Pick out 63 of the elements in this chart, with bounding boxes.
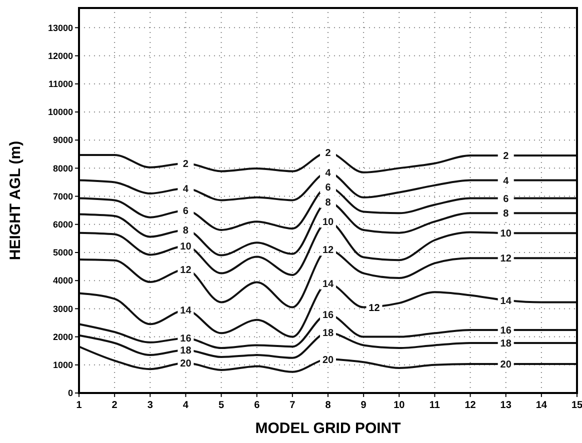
x-tick-label: 5 [218, 400, 225, 411]
line-series [78, 346, 578, 373]
text: 8 [503, 208, 509, 220]
series-label: 20 [322, 354, 334, 366]
text: 10 [322, 217, 334, 228]
y-tick-label: 2000 [52, 332, 73, 342]
text: 18 [180, 346, 192, 357]
y-tick-label: 9000 [52, 135, 73, 146]
x-tick-label: 10 [394, 400, 406, 411]
x-tick-label: 8 [325, 400, 332, 411]
x-tick-label: 2 [112, 400, 118, 411]
text: 14 [322, 278, 334, 290]
y-tick-label: 12000 [48, 50, 73, 61]
x-tick-label: 1 [76, 400, 82, 411]
series-label: 8 [325, 197, 332, 208]
series-label: 10 [180, 242, 192, 253]
x-axis-title: MODEL GRID POINT [255, 420, 401, 437]
text: 12 [322, 245, 334, 256]
x-tick-label: 3 [147, 400, 154, 411]
series-label: 18 [322, 328, 334, 340]
series-label: 4 [325, 168, 332, 179]
y-tick-label: 3000 [52, 304, 73, 314]
text: 4 [503, 176, 509, 187]
text: 20 [500, 360, 512, 371]
y-tick-label: 8000 [52, 163, 73, 174]
series-label: 14 [180, 306, 192, 317]
text: 12 [500, 254, 512, 265]
y-tick-label: 13000 [48, 22, 73, 33]
x-tick-label: 15 [571, 400, 582, 411]
text: 2 [503, 151, 509, 162]
text: 6 [503, 194, 509, 205]
y-tick-label: 5000 [52, 248, 73, 258]
text: 14 [500, 296, 512, 307]
x-tick-label: 6 [254, 400, 260, 411]
text: 8 [182, 226, 188, 237]
y-tick-label: 6000 [52, 220, 73, 230]
x-tick-label: 7 [290, 400, 296, 411]
x-tick-label: 11 [429, 400, 440, 411]
text: 16 [322, 310, 334, 321]
text: 6 [182, 206, 188, 217]
x-tick-label: 14 [536, 400, 548, 411]
text: 18 [500, 338, 512, 350]
y-tick-label: 1000 [52, 360, 73, 370]
x-tick-label: 4 [182, 400, 189, 411]
x-tick-label: 12 [464, 400, 476, 411]
text: 20 [180, 358, 192, 370]
text: 2 [182, 158, 188, 170]
x-tick-label: 13 [500, 400, 512, 411]
annotation: 12 [368, 302, 380, 314]
y-tick-label: 4000 [52, 276, 73, 286]
y-tick-label: 11000 [48, 79, 73, 90]
y-tick-label: 0 [68, 388, 73, 398]
text: 10 [500, 228, 512, 240]
y-tick-label: 10000 [48, 107, 73, 118]
y-tick-label: 7000 [52, 191, 73, 202]
text: 4 [182, 184, 188, 195]
series-label: 2 [325, 148, 332, 159]
series-label: 16 [180, 334, 192, 345]
series-label: 12 [180, 264, 192, 276]
y-axis-title: HEIGHT AGL (m) [7, 140, 24, 260]
x-tick-label: 9 [360, 400, 367, 411]
text: 16 [500, 326, 512, 337]
series-label: 6 [325, 182, 332, 194]
